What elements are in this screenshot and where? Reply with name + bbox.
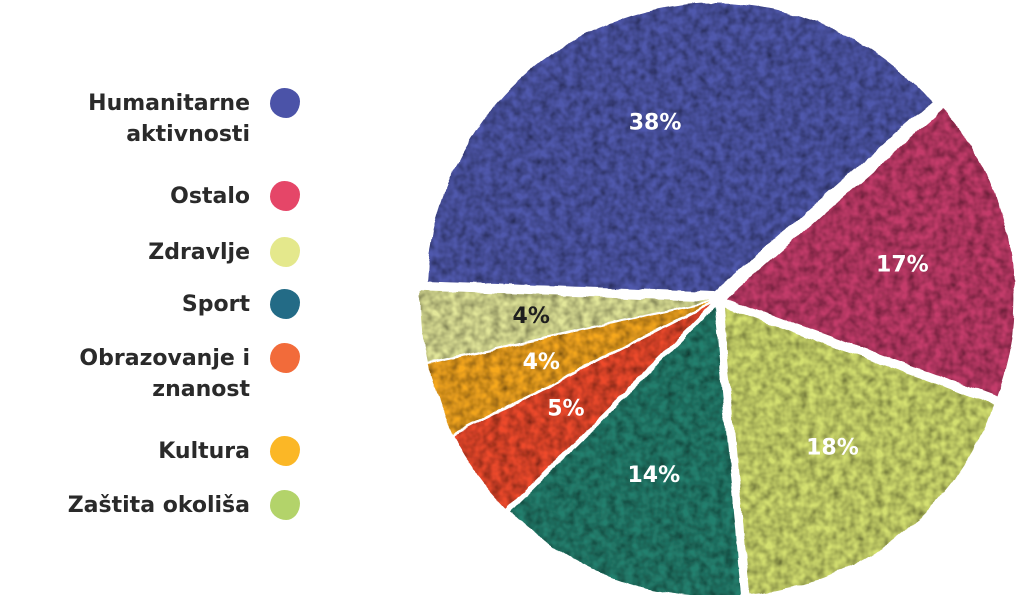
legend-swatch bbox=[270, 490, 300, 520]
legend-label: Humanitarne aktivnosti bbox=[88, 91, 250, 147]
legend-swatch bbox=[270, 88, 300, 118]
legend-swatch bbox=[270, 181, 300, 211]
legend-item-humanitarne-aktivnosti: Humanitarne aktivnosti bbox=[88, 88, 300, 150]
slice-value-label: 4% bbox=[523, 350, 560, 375]
slice-value-label: 17% bbox=[876, 252, 929, 277]
legend-item-obrazovanje-i-znanost: Obrazovanje i znanost bbox=[79, 343, 300, 405]
legend-item-kultura: Kultura bbox=[158, 436, 300, 467]
legend-item-zastita-okolisa: Zaštita okoliša bbox=[68, 490, 300, 521]
pie-slice bbox=[428, 303, 710, 433]
pie-slice bbox=[421, 290, 710, 363]
legend-label: Ostalo bbox=[170, 184, 250, 209]
legend-swatch bbox=[270, 436, 300, 466]
slice-value-label: 38% bbox=[629, 110, 682, 135]
legend-label: Kultura bbox=[158, 439, 250, 464]
pie-slice bbox=[726, 108, 1015, 397]
legend-item-zdravlje: Zdravlje bbox=[148, 237, 300, 268]
legend-swatch bbox=[270, 289, 300, 319]
pie-slice bbox=[427, 3, 932, 292]
legend-label: Zdravlje bbox=[148, 240, 250, 265]
slice-value-label: 4% bbox=[513, 304, 550, 329]
legend-item-ostalo: Ostalo bbox=[170, 181, 300, 212]
slice-value-label: 18% bbox=[806, 436, 859, 461]
pie-slice bbox=[723, 307, 995, 594]
legend-label: Obrazovanje i znanost bbox=[79, 346, 250, 402]
slice-value-label: 5% bbox=[547, 397, 584, 422]
pie-value-labels: 38% 17% 18% 14% 5% 4% 4% bbox=[513, 110, 929, 488]
legend: Humanitarne aktivnosti Ostalo Zdravlje S… bbox=[0, 0, 300, 595]
pie-slices bbox=[421, 3, 1015, 595]
legend-label: Sport bbox=[181, 292, 250, 317]
legend-label: Zaštita okoliša bbox=[67, 493, 250, 518]
legend-item-sport: Sport bbox=[182, 289, 300, 320]
legend-swatch bbox=[270, 237, 300, 267]
pie-slice bbox=[510, 308, 741, 595]
slice-value-label: 14% bbox=[628, 463, 681, 488]
pie-slice bbox=[453, 305, 711, 509]
legend-swatch bbox=[270, 343, 300, 373]
